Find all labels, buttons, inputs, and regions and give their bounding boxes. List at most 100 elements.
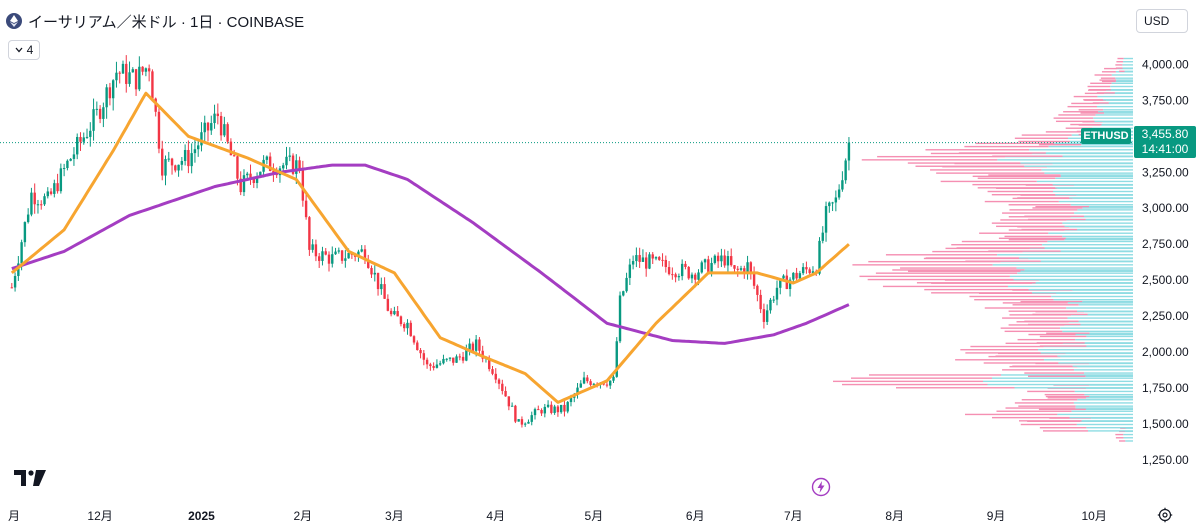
volume-profile-bar-down	[1063, 111, 1099, 113]
volume-profile-bar-down	[974, 298, 1054, 301]
volume-profile-bar-up	[1044, 359, 1133, 361]
volume-profile-bar-down	[1012, 304, 1079, 306]
volume-profile-bar-up	[1123, 433, 1133, 436]
volume-profile-bar-down	[972, 183, 1053, 186]
candle-body	[219, 116, 223, 136]
chevron-down-icon	[15, 47, 23, 53]
indicator-count: 4	[26, 43, 34, 57]
candle-body	[556, 406, 560, 413]
lightning-icon[interactable]	[811, 477, 831, 497]
volume-profile-bar-up	[1073, 402, 1133, 404]
volume-profile-bar-down	[1021, 134, 1072, 136]
volume-profile-bar-down	[1115, 67, 1123, 69]
volume-profile-bar-up	[1060, 250, 1133, 252]
volume-profile-bar-down	[995, 355, 1058, 357]
candle-body	[720, 255, 723, 262]
candle-body	[216, 113, 220, 117]
volume-profile-bar-down	[915, 165, 1025, 167]
candle-body	[514, 405, 517, 422]
volume-profile-bar-down	[1004, 235, 1063, 238]
candle-body	[801, 267, 805, 274]
ethereum-icon	[6, 13, 22, 29]
candle-body	[746, 262, 749, 274]
settings-icon[interactable]	[1157, 507, 1173, 523]
candle-body	[180, 160, 184, 165]
candle-body	[373, 272, 376, 275]
candle-body	[252, 179, 255, 184]
volume-profile-bar-down	[900, 267, 1017, 269]
volume-profile-bar-down	[1014, 137, 1069, 139]
volume-profile-bar-down	[1045, 131, 1086, 133]
volume-profile-bar-up	[1123, 57, 1133, 60]
volume-profile-bar-down	[1078, 109, 1104, 111]
volume-profile-bar-up	[1084, 372, 1133, 374]
candle-body	[674, 274, 677, 278]
volume-profile-bar-down	[852, 264, 993, 266]
candle-body	[344, 258, 347, 261]
volume-profile-bar-down	[925, 257, 1019, 259]
volume-profile-bar-up	[1087, 313, 1133, 316]
volume-profile-bar-up	[983, 380, 1133, 383]
candle-body	[429, 364, 432, 367]
candle-body	[347, 252, 350, 259]
currency-selector[interactable]: USD	[1136, 9, 1188, 33]
volume-profile-bar-down	[983, 362, 1059, 364]
volume-profile-bar-down	[1053, 117, 1094, 119]
y-tick-label: 3,250.00	[1142, 165, 1189, 179]
volume-profile-bar-up	[1028, 288, 1133, 291]
candle-body	[612, 376, 615, 381]
volume-profile-bar-down	[896, 387, 1015, 389]
candle-body	[226, 124, 229, 142]
candle-body	[438, 363, 442, 365]
volume-profile-bar-down	[1073, 95, 1098, 98]
volume-profile-bar-up	[1086, 427, 1133, 429]
tradingview-logo[interactable]	[14, 468, 46, 488]
volume-profile-bar-down	[1101, 80, 1116, 83]
volume-profile-bar-up	[1084, 342, 1133, 344]
volume-profile-bar-up	[992, 264, 1133, 266]
volume-profile-bar-up	[1067, 317, 1133, 319]
candle-body	[187, 149, 190, 167]
volume-profile-bar-down	[970, 345, 1044, 348]
volume-profile-bar-up	[1123, 437, 1133, 439]
indicator-toggle-button[interactable]: 4	[8, 40, 40, 60]
volume-profile-bar-up	[1069, 197, 1133, 199]
volume-profile-bar-up	[1075, 333, 1133, 336]
volume-profile-bar-down	[875, 272, 1018, 274]
volume-profile-bar-down	[1002, 317, 1068, 319]
candle-body	[197, 145, 200, 150]
volume-profile-bar-down	[1045, 395, 1090, 398]
candle-body	[569, 397, 573, 403]
candle-body	[749, 262, 753, 273]
candle-body	[399, 316, 403, 325]
candle-body	[367, 260, 370, 268]
candle-body	[664, 259, 668, 268]
volume-profile-bar-down	[1028, 218, 1086, 221]
candle-body	[177, 164, 180, 171]
candle-body	[141, 66, 144, 72]
candle-body	[174, 165, 177, 171]
volume-profile-bar-up	[1081, 143, 1133, 146]
volume-profile-bar-down	[1024, 215, 1085, 217]
candle-body	[684, 263, 687, 267]
symbol-header[interactable]: イーサリアム／米ドル · 1日 · COINBASE	[6, 9, 304, 33]
volume-profile-bar-down	[996, 410, 1072, 412]
x-tick-label: 月	[8, 509, 20, 523]
volume-profile-bar-up	[1101, 123, 1133, 126]
candle-body	[743, 268, 746, 274]
volume-profile-bar-down	[1119, 70, 1125, 73]
candle-body	[465, 349, 468, 361]
candle-body	[772, 299, 775, 301]
volume-profile-bar-up	[1123, 61, 1133, 63]
volume-profile-bar-up	[1085, 218, 1133, 221]
candle-body	[442, 358, 445, 364]
volume-profile-bar-down	[972, 175, 1061, 178]
volume-profile-bar-up	[1017, 272, 1133, 274]
candle-body	[131, 69, 134, 73]
candle-body	[393, 311, 396, 315]
volume-profile-bar-down	[1028, 323, 1081, 326]
volume-profile-bar-up	[1038, 349, 1133, 351]
volume-profile-bar-down	[1018, 140, 1070, 143]
candle-body	[157, 111, 161, 149]
